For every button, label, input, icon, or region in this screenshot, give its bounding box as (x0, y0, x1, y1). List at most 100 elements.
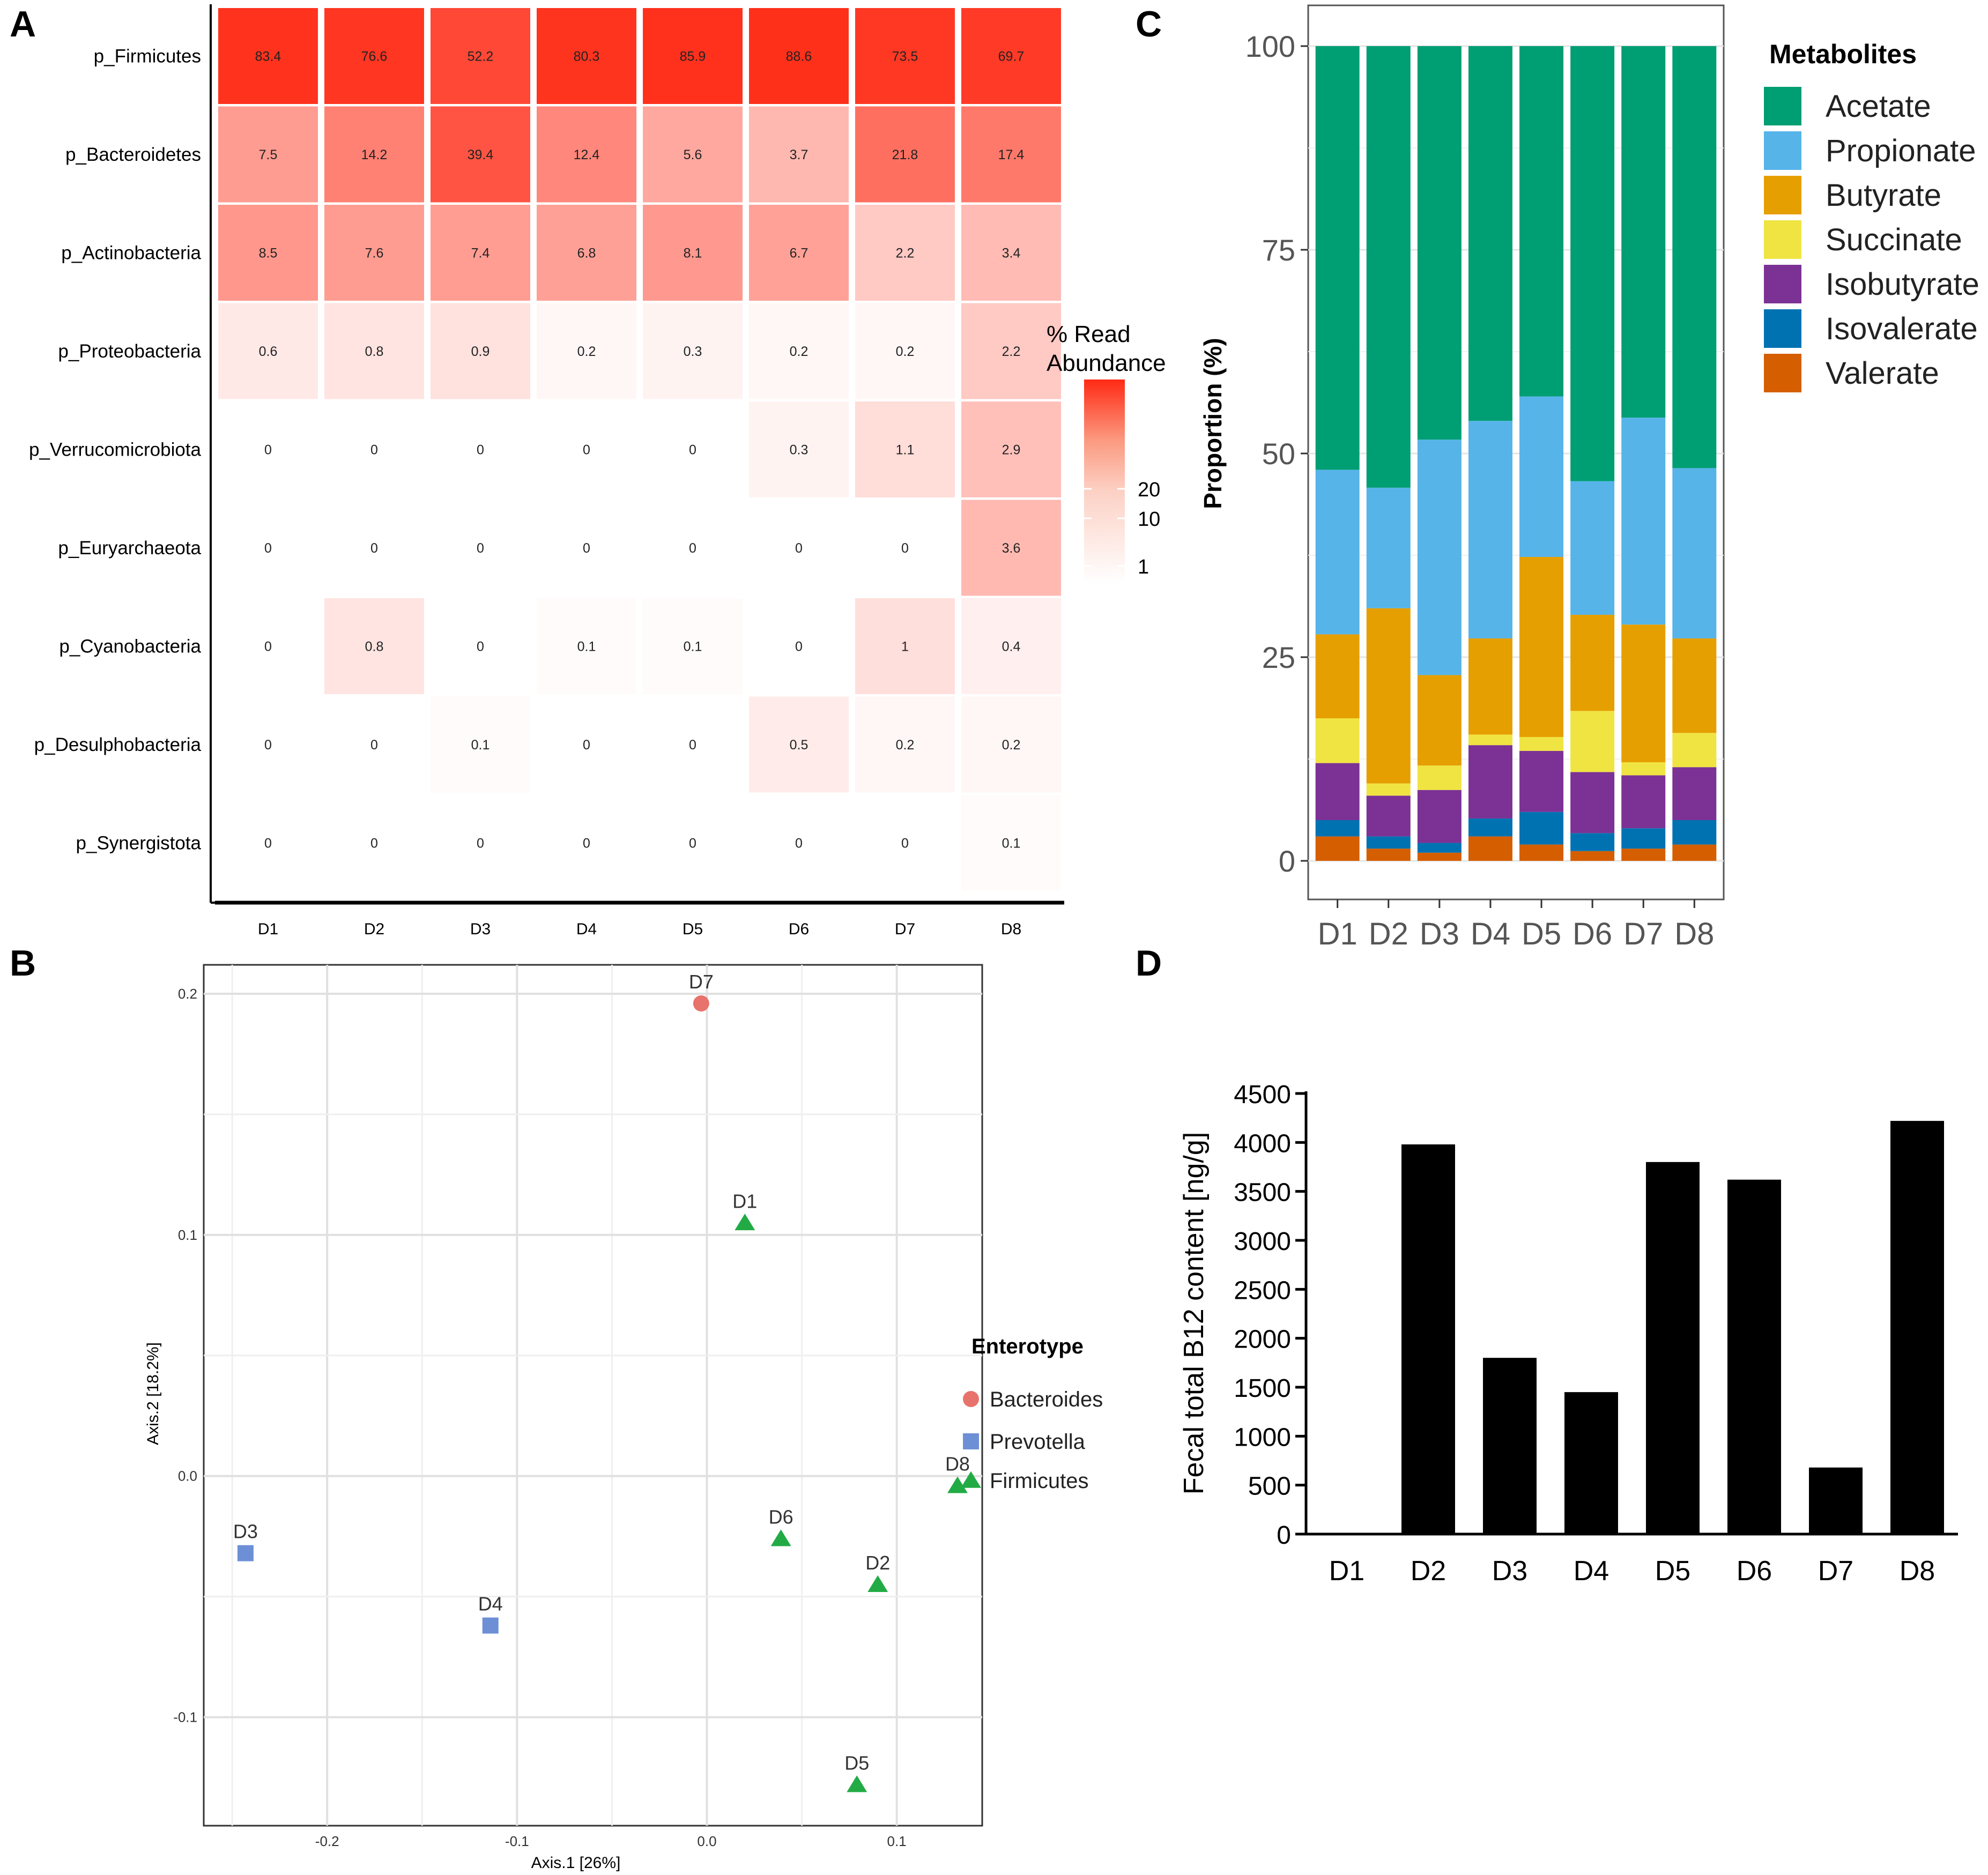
scatter-plot-frame (203, 964, 983, 1827)
heatmap-cell-value: 83.4 (255, 49, 281, 64)
heatmap-cell-value: 8.5 (259, 246, 278, 261)
heatmap-cell-value: 0 (689, 836, 696, 851)
scatter-point-label: D6 (769, 1506, 793, 1528)
heatmap-cell (431, 205, 530, 301)
heatmap-row-label: p_Cyanobacteria (59, 636, 201, 657)
stacked-bar-x-label: D1 (1318, 917, 1358, 951)
heatmap-cell-value: 88.6 (786, 49, 812, 64)
stacked-bar-segment (1570, 851, 1615, 861)
heatmap-col-label: D1 (258, 920, 278, 938)
b12-x-label: D1 (1329, 1556, 1364, 1587)
scatter-point-label: D7 (689, 971, 714, 993)
metabolites-legend-label: Isobutyrate (1826, 267, 1979, 302)
stacked-bar-segment (1366, 608, 1411, 784)
legend-tick-label: 1 (1138, 556, 1149, 578)
heatmap-cell (218, 106, 318, 203)
scatter-legend: Enterotype Bacteroides Prevotella Firmicut… (961, 1335, 1103, 1493)
heatmap-cell (324, 8, 424, 104)
heatmap-cell-value: 69.7 (998, 49, 1025, 64)
b12-y-tick-label: 1500 (1234, 1374, 1291, 1403)
b12-y-tick-label: 2000 (1234, 1326, 1291, 1354)
stacked-bar-segment (1570, 772, 1615, 834)
heatmap-cell-value: 0 (370, 738, 378, 753)
b12-y-tick-label: 4500 (1234, 1081, 1291, 1109)
heatmap-row-label: p_Euryarchaeota (58, 538, 201, 559)
stacked-bar-y-tick-label: 100 (1245, 29, 1295, 63)
heatmap-cell-value: 0.1 (577, 639, 596, 654)
heatmap-cell-value: 7.5 (259, 147, 278, 162)
heatmap-cell-value: 80.3 (574, 49, 600, 64)
stacked-bar-segment (1672, 468, 1717, 639)
heatmap-cell (749, 106, 849, 203)
heatmap-cell-value: 0.1 (684, 639, 702, 654)
heatmap-cell-value: 0.2 (896, 738, 915, 753)
b12-axes: 0 500 1000 1500 2000 2500 3000 3500 4000 4500 D1 D2… (1234, 1081, 1958, 1587)
b12-x-label: D3 (1492, 1556, 1527, 1587)
metabolites-legend-title: Metabolites (1769, 39, 1917, 69)
heatmap-cell (961, 795, 1061, 891)
heatmap-panel: 83.4 76.6 52.2 80.3 85.9 88.6 73.5 69.7 7.5 14.2 3… (29, 4, 1166, 938)
scatter-point (770, 1529, 791, 1546)
heatmap-cell (749, 205, 849, 301)
stacked-bar-segment (1621, 775, 1666, 829)
heatmap-col-label: D7 (895, 920, 915, 938)
heatmap-cell-value: 0 (795, 541, 803, 556)
heatmap-cell (855, 598, 955, 694)
stacked-bars (1315, 46, 1717, 861)
stacked-bar-segment (1315, 634, 1360, 718)
stacked-bar-x-label: D8 (1674, 917, 1714, 951)
scatter-legend-label: Firmicutes (990, 1469, 1088, 1493)
heatmap-cell (537, 8, 636, 104)
stacked-bar-panel: D1 D2 D3 D4 D5 D6 D7 D8 0 25 50 75 100 Proportion (%… (1199, 4, 1979, 951)
stacked-bar-segment (1570, 833, 1615, 851)
heatmap-cell-value: 0 (583, 738, 590, 753)
stacked-bar-y-tick-label: 50 (1262, 437, 1295, 471)
stacked-bar-segment (1417, 440, 1462, 675)
b12-x-label: D8 (1900, 1556, 1935, 1587)
heatmap-cell-value: 0 (795, 639, 803, 654)
heatmap-cell-value: 17.4 (998, 147, 1025, 162)
heatmap-cell-value: 0 (477, 639, 484, 654)
scatter-point-label: D2 (865, 1552, 890, 1574)
scatter-points: D7 D1 D3 D4 D6 D2 D8 D5 (233, 971, 970, 1792)
heatmap-cell-value: 1 (901, 639, 909, 654)
heatmap-cell-value: 21.8 (892, 147, 918, 162)
scatter-point (482, 1617, 499, 1634)
stacked-bar-segment (1315, 470, 1360, 635)
heatmap-cell-value: 52.2 (468, 49, 494, 64)
heatmap-cell (218, 303, 318, 399)
b12-x-label: D7 (1818, 1556, 1853, 1587)
heatmap-cell (537, 205, 636, 301)
stacked-bar-segment (1570, 481, 1615, 615)
scatter-point-label: D4 (478, 1593, 503, 1615)
stacked-bar-segment (1366, 783, 1411, 796)
stacked-bar-segment (1315, 820, 1360, 837)
stacked-bar-segment (1519, 750, 1564, 812)
metabolites-legend-label: Isovalerate (1826, 311, 1978, 346)
scatter-legend-key (963, 1391, 979, 1407)
heatmap-cell (855, 401, 955, 497)
scatter-point (237, 1545, 254, 1561)
heatmap-row-label: p_Actinobacteria (61, 243, 201, 264)
stacked-bar-segment (1672, 767, 1717, 820)
heatmap-cell-value: 3.7 (790, 147, 808, 162)
stacked-bar-segment (1468, 638, 1512, 735)
stacked-bar-segment (1468, 734, 1512, 746)
heatmap-cell-value: 39.4 (468, 147, 494, 162)
scatter-legend-title: Enterotype (971, 1335, 1084, 1358)
stacked-bar-y-tick-label: 25 (1262, 641, 1295, 674)
heatmap-cell-value: 0.3 (684, 344, 702, 359)
stacked-bar-x-label: D2 (1369, 917, 1408, 951)
heatmap-cell-value: 0 (901, 541, 909, 556)
heatmap-cell-value: 5.6 (684, 147, 702, 162)
heatmap-row-label: p_Synergistota (76, 833, 202, 854)
heatmap-cell-value: 0 (689, 541, 696, 556)
heatmap-cell (961, 8, 1061, 104)
heatmap-cell-value: 6.8 (577, 246, 596, 261)
legend-tick-label: 10 (1138, 508, 1160, 531)
scatter-point-label: D1 (732, 1190, 757, 1212)
heatmap-cell-value: 0 (264, 639, 272, 654)
heatmap-cell-value: 0.2 (790, 344, 808, 359)
heatmap-cell (643, 205, 743, 301)
